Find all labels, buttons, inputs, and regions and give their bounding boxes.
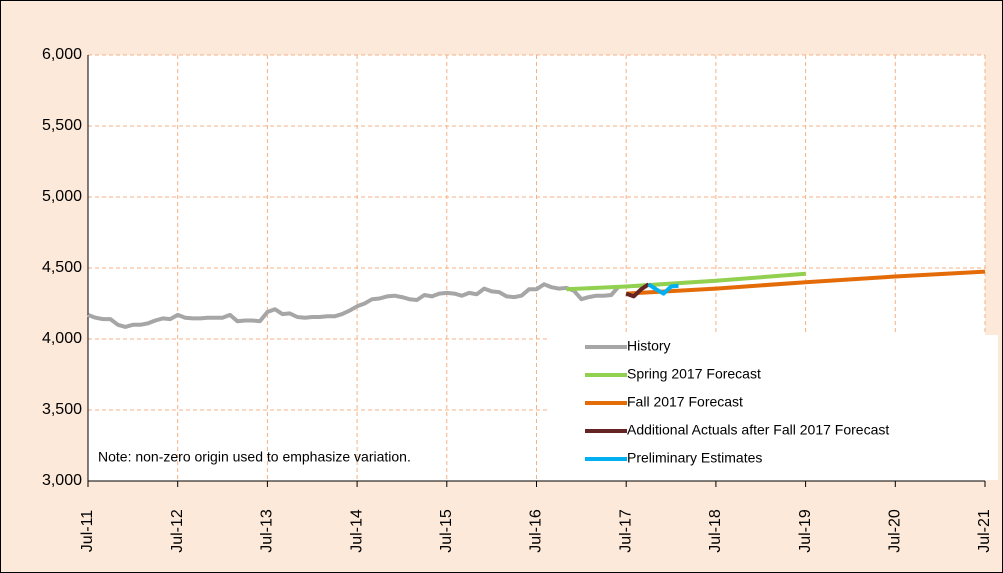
- legend-label: Spring 2017 Forecast: [627, 366, 761, 382]
- y-tick-label: 4,000: [42, 330, 82, 347]
- x-tick-label: Jul-11: [79, 510, 96, 552]
- series-line: [566, 271, 806, 292]
- x-tick-label: Jul-17: [617, 509, 634, 553]
- x-tick-label: Jul-15: [438, 509, 455, 553]
- series-line: [87, 282, 621, 329]
- legend-label: History: [627, 338, 671, 354]
- x-tick-label: Jul-13: [259, 509, 276, 553]
- series-line: [647, 282, 679, 296]
- legend-label: Additional Actuals after Fall 2017 Forec…: [627, 422, 889, 438]
- x-tick-label: Jul-14: [348, 509, 365, 553]
- legend-label: Fall 2017 Forecast: [627, 394, 743, 410]
- series-line: [625, 282, 650, 299]
- y-tick-label: 3,500: [42, 401, 82, 418]
- x-tick-label: Jul-19: [797, 509, 814, 553]
- x-tick-label: Jul-21: [976, 509, 993, 553]
- x-tick-label: Jul-16: [528, 509, 545, 553]
- y-tick-label: 3,000: [42, 472, 82, 489]
- legend-label: Preliminary Estimates: [627, 450, 762, 466]
- x-tick-label: Jul-20: [887, 509, 904, 553]
- x-tick-label: Jul-12: [169, 509, 186, 553]
- y-tick-label: 6,000: [42, 46, 82, 63]
- note: Note: non-zero origin used to emphasize …: [98, 449, 411, 465]
- y-tick-label: 5,000: [42, 188, 82, 205]
- y-tick-label: 5,500: [42, 117, 82, 134]
- legend: [548, 335, 998, 480]
- series-line: [626, 269, 986, 296]
- x-tick-label: Jul-18: [707, 509, 724, 553]
- y-tick-label: 4,500: [42, 259, 82, 276]
